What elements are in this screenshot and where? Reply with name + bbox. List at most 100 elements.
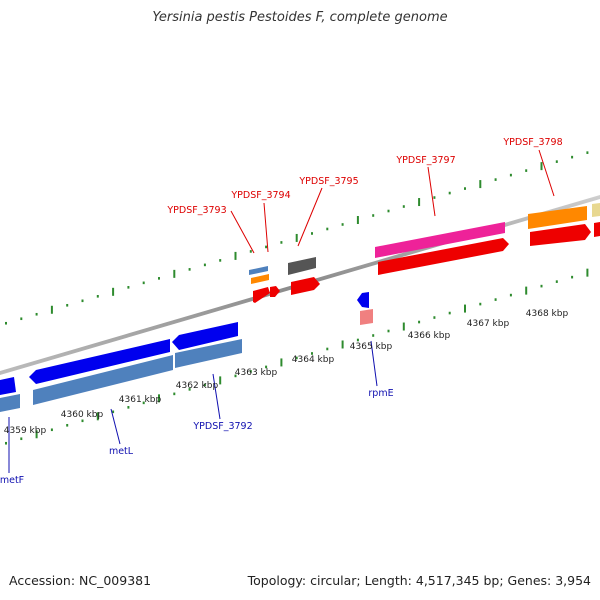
gene-label: YPDSF_3797 <box>395 155 455 166</box>
coordinate-label: 4365 kbp <box>350 342 393 352</box>
ruler-minor-tick <box>372 334 375 337</box>
ruler-minor-tick <box>265 245 268 249</box>
gene-ypdsf-3792-cds[interactable] <box>175 339 242 368</box>
gene-callouts <box>8 149 555 473</box>
gene-ypdsf-3795[interactable] <box>288 257 316 275</box>
ruler-minor-tick <box>5 321 7 325</box>
ruler-minor-tick <box>509 173 512 177</box>
callout-line <box>370 340 378 387</box>
gene-metl-cds[interactable] <box>33 355 173 405</box>
ruler-minor-tick <box>494 298 497 301</box>
gene-label: YPDSF_3793 <box>166 205 226 216</box>
gene-ypdsf-3799-cds[interactable] <box>594 222 600 237</box>
gene-metf-cds[interactable] <box>0 394 20 412</box>
gene-label: YPDSF_3795 <box>298 176 358 187</box>
ruler-minor-tick <box>525 169 528 172</box>
ruler-minor-tick <box>387 209 390 213</box>
ruler-minor-tick <box>219 259 222 262</box>
ruler-minor-tick <box>20 317 23 321</box>
gene-label: YPDSF_3798 <box>502 137 562 148</box>
ruler-minor-tick <box>464 187 466 190</box>
ruler-minor-tick <box>555 280 558 283</box>
gene-labels-upper: YPDSF_3793 YPDSF_3794 YPDSF_3795 YPDSF_3797… <box>166 137 562 216</box>
ruler-minor-tick <box>571 275 574 279</box>
ruler-minor-tick <box>66 423 69 427</box>
coordinate-labels: 4359 kbp 4360 kbp 4361 kbp 4362 kbp 4363 kbp… <box>4 309 569 436</box>
ruler-minor-tick <box>311 352 313 355</box>
forward-strand-genes <box>249 203 600 303</box>
coordinate-label: 4359 kbp <box>4 426 47 436</box>
ruler-minor-tick <box>571 155 574 159</box>
ruler-minor-tick <box>142 401 145 405</box>
gene-ypdsf-3794-cds[interactable] <box>253 287 270 303</box>
gene-ypdsf-3795-cds[interactable] <box>291 277 320 295</box>
gene-ypdsf-3793-cds[interactable] <box>249 266 268 275</box>
callout-line <box>427 166 436 217</box>
gene-labels-lower: metF metL YPDSF_3792 rpmE <box>0 388 394 486</box>
ruler-minor-tick <box>203 383 206 387</box>
ruler-minor-tick <box>433 316 436 319</box>
ruler-minor-tick <box>20 437 23 441</box>
gene-label: metF <box>0 475 24 486</box>
callout-line <box>538 149 555 197</box>
callout-line <box>212 373 221 420</box>
gene-label: YPDSF_3792 <box>192 421 252 432</box>
gene-label: YPDSF_3794 <box>230 190 290 201</box>
ruler-minor-tick <box>280 241 283 244</box>
ruler-minor-tick <box>265 365 268 369</box>
ruler-minor-tick <box>127 406 130 409</box>
gene-metf[interactable] <box>0 377 16 395</box>
ruler-minor-tick <box>479 302 482 306</box>
gene-ypdsf-3794[interactable] <box>270 286 280 297</box>
ruler-minor-tick <box>555 160 558 163</box>
ruler-minor-tick <box>356 338 359 342</box>
ruler-minor-tick <box>81 299 84 303</box>
gene-ypdsf-3798[interactable] <box>528 206 587 229</box>
ruler-minor-tick <box>433 196 436 199</box>
ruler-minor-tick <box>50 428 53 432</box>
gene-label: rpmE <box>368 388 393 399</box>
ruler-minor-tick <box>234 374 237 378</box>
ruler-minor-tick <box>66 303 69 307</box>
gene-ypdsf-3793[interactable] <box>251 274 269 284</box>
ruler-minor-tick <box>326 347 329 351</box>
callout-line <box>110 408 121 445</box>
callout-line <box>230 210 255 254</box>
ruler-minor-tick <box>494 178 497 181</box>
gene-rpme-cds[interactable] <box>360 309 373 325</box>
ruler-minor-tick <box>326 227 329 231</box>
ruler-minor-tick <box>311 232 313 235</box>
gene-ypdsf-3798-cds[interactable] <box>530 224 591 246</box>
ruler-minor-tick <box>448 311 451 315</box>
ruler-minor-tick <box>295 356 298 360</box>
coordinate-label: 4368 kbp <box>526 309 569 319</box>
outer-ruler-upper <box>5 151 589 325</box>
reverse-strand-genes <box>0 292 373 412</box>
ruler-minor-tick <box>112 410 115 414</box>
ruler-minor-tick <box>127 286 130 289</box>
gene-metl[interactable] <box>29 339 170 384</box>
ruler-minor-tick <box>173 392 176 396</box>
ruler-minor-tick <box>249 370 252 373</box>
ruler-minor-tick <box>188 388 191 391</box>
ruler-minor-tick <box>372 214 375 217</box>
callout-line <box>297 187 323 247</box>
callout-line <box>263 202 269 253</box>
ruler-minor-tick <box>96 295 99 298</box>
gene-ypdsf-3799[interactable] <box>592 203 600 217</box>
coordinate-label: 4361 kbp <box>119 395 162 405</box>
ruler-minor-tick <box>387 329 390 333</box>
gene-ypdsf-3797[interactable] <box>375 222 505 258</box>
ruler-minor-tick <box>158 277 160 280</box>
gene-ypdsf-3792[interactable] <box>172 322 238 350</box>
ruler-minor-tick <box>402 205 405 208</box>
gene-rpme[interactable] <box>357 292 369 308</box>
ruler-minor-tick <box>81 419 84 423</box>
outer-ruler-lower <box>5 268 589 445</box>
accession-label: Accession: NC_009381 <box>9 573 152 588</box>
ruler-minor-tick <box>540 284 543 288</box>
coordinate-label: 4366 kbp <box>408 331 451 341</box>
gene-ypdsf-3797-cds[interactable] <box>378 238 509 275</box>
